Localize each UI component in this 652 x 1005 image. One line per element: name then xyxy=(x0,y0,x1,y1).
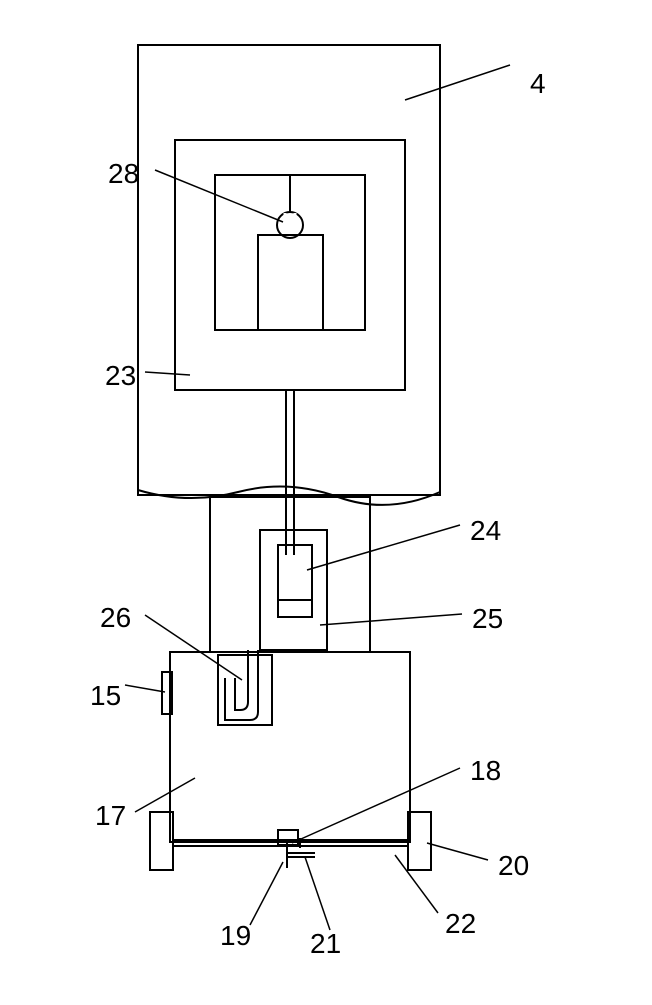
part-label-18: 18 xyxy=(470,755,501,787)
part-label-22: 22 xyxy=(445,908,476,940)
part-label-4: 4 xyxy=(530,68,546,100)
part-label-21: 21 xyxy=(310,928,341,960)
part-label-17: 17 xyxy=(95,800,126,832)
part-label-15: 15 xyxy=(90,680,121,712)
part-label-19: 19 xyxy=(220,920,251,952)
part-label-25: 25 xyxy=(472,603,503,635)
technical-diagram: 4 28 23 24 25 26 15 17 18 19 20 21 22 xyxy=(0,0,652,1000)
part-label-20: 20 xyxy=(498,850,529,882)
diagram-svg xyxy=(0,0,652,1000)
part-label-24: 24 xyxy=(470,515,501,547)
part-label-26: 26 xyxy=(100,602,131,634)
part-label-28: 28 xyxy=(108,158,139,190)
part-label-23: 23 xyxy=(105,360,136,392)
